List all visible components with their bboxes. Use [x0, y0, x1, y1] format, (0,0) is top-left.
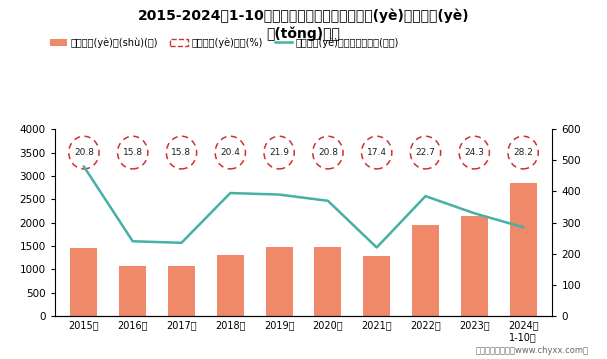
Ellipse shape	[166, 136, 197, 169]
Text: 28.2: 28.2	[513, 148, 533, 157]
Ellipse shape	[69, 136, 99, 169]
Bar	[70, 248, 97, 316]
Text: 15.8: 15.8	[171, 148, 192, 157]
Ellipse shape	[118, 136, 148, 169]
Legend: 虧損企業(yè)數(shù)(個), 虧損企業(yè)占比(%), 虧損企業(yè)虧損總額累計值(億元): 虧損企業(yè)數(shù)(個), 虧損企業(yè)占比(%), 虧損企業(y…	[50, 37, 399, 47]
Bar	[168, 266, 195, 316]
Text: 20.8: 20.8	[318, 148, 338, 157]
Ellipse shape	[459, 136, 489, 169]
Text: 統(tǒng)計圖: 統(tǒng)計圖	[266, 27, 341, 41]
Text: 制圖：智研咨詢（www.chyxx.com）: 制圖：智研咨詢（www.chyxx.com）	[476, 346, 589, 355]
Text: 17.4: 17.4	[367, 148, 387, 157]
Bar	[120, 266, 146, 316]
Text: 20.8: 20.8	[74, 148, 94, 157]
Bar	[461, 215, 487, 316]
Bar	[314, 247, 341, 316]
Ellipse shape	[362, 136, 392, 169]
Ellipse shape	[508, 136, 538, 169]
Bar	[412, 225, 439, 316]
Text: 15.8: 15.8	[123, 148, 143, 157]
Text: 20.4: 20.4	[220, 148, 240, 157]
Text: 24.3: 24.3	[464, 148, 484, 157]
Ellipse shape	[313, 136, 343, 169]
Text: 2015-2024年1-10月有色金屬冶煉和壓延加工業(yè)虧損企業(yè): 2015-2024年1-10月有色金屬冶煉和壓延加工業(yè)虧損企業(yè)	[138, 9, 469, 23]
Bar	[363, 256, 390, 316]
Text: 21.9: 21.9	[269, 148, 289, 157]
Text: 22.7: 22.7	[416, 148, 435, 157]
Bar	[510, 183, 537, 316]
Ellipse shape	[215, 136, 245, 169]
Bar	[217, 255, 244, 316]
Ellipse shape	[410, 136, 441, 169]
Bar	[266, 247, 293, 316]
Ellipse shape	[264, 136, 294, 169]
